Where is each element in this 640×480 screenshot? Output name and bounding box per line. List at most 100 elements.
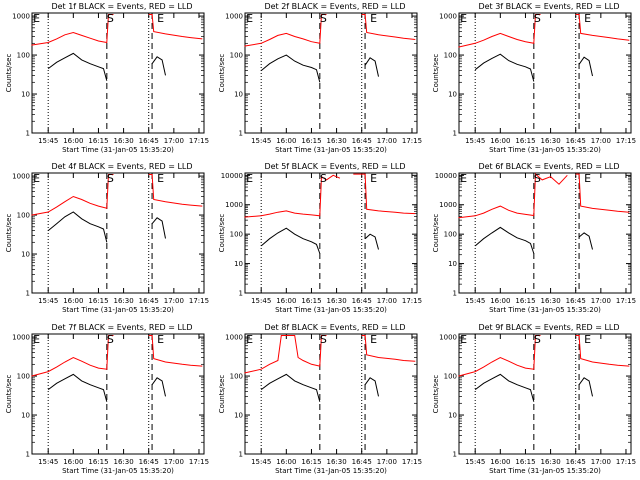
lld-series-line: [31, 174, 114, 216]
y-axis-label: Counts/sec: [432, 214, 440, 253]
y-tick-label: 1: [453, 130, 457, 138]
x-tick-label: 17:15: [402, 458, 422, 466]
plot-frame: [244, 12, 418, 134]
x-tick-label: 16:30: [540, 297, 560, 305]
x-tick-label: 16:30: [326, 297, 346, 305]
plot-frame: [31, 172, 205, 294]
lld-series-line: [31, 335, 114, 377]
y-tick-label: 1: [26, 130, 30, 138]
events-series-line: [260, 54, 321, 83]
segment-marker-label: S: [534, 172, 541, 185]
chart-panel-1: Det 1f BLACK = Events, RED = LLD 1 10 100 10…: [5, 2, 209, 154]
y-tick-label: 10: [21, 91, 30, 99]
lld-series-line: [458, 14, 541, 48]
x-tick-label: 16:00: [63, 297, 83, 305]
x-axis-label: Start Time (31-Jan-05 15:35:20): [489, 467, 601, 475]
y-tick-label: 1: [26, 451, 30, 459]
lld-series-line: [244, 335, 327, 374]
x-tick-label: 16:45: [139, 137, 159, 145]
x-tick-label: 17:15: [189, 137, 209, 145]
segment-marker-label: E: [246, 12, 253, 25]
lld-series-line: [148, 174, 203, 207]
lld-series-line: [575, 14, 630, 41]
chart-panel-8: Det 8f BLACK = Events, RED = LLD 1 10 100 10…: [218, 323, 422, 475]
chart-title: Det 1f BLACK = Events, RED = LLD: [51, 2, 192, 11]
y-tick-label: 10: [234, 412, 243, 420]
events-series-line: [474, 373, 535, 402]
x-axis-label: Start Time (31-Jan-05 15:35:20): [489, 146, 601, 154]
events-series-line: [151, 56, 166, 76]
segment-marker-label: S: [107, 333, 114, 346]
chart-title: Det 4f BLACK = Events, RED = LLD: [51, 162, 192, 171]
x-tick-label: 16:15: [88, 297, 108, 305]
segment-marker-label: E: [460, 333, 467, 346]
x-axis-label: Start Time (31-Jan-05 15:35:20): [489, 306, 601, 314]
segment-marker-label: S: [534, 333, 541, 346]
x-tick-label: 16:30: [326, 137, 346, 145]
y-tick-label: 10: [21, 412, 30, 420]
y-tick-label: 1000: [225, 334, 243, 342]
y-axis-label: Counts/sec: [5, 375, 13, 414]
x-axis-label: Start Time (31-Jan-05 15:35:20): [275, 467, 387, 475]
x-tick-label: 16:00: [276, 297, 296, 305]
events-series-line: [364, 57, 379, 77]
lld-series-line: [353, 173, 416, 215]
x-tick-label: 16:30: [113, 297, 133, 305]
x-tick-label: 17:00: [164, 458, 184, 466]
y-tick-label: 1: [453, 290, 457, 298]
x-tick-label: 16:00: [63, 458, 83, 466]
y-tick-label: 10: [234, 260, 243, 268]
y-tick-label: 10: [448, 91, 457, 99]
lld-series-line: [244, 174, 341, 218]
y-tick-label: 100: [444, 52, 457, 60]
x-tick-label: 17:00: [377, 458, 397, 466]
segment-marker-label: E: [33, 12, 40, 25]
y-tick-label: 10: [448, 412, 457, 420]
x-tick-label: 15:45: [465, 458, 485, 466]
chart-panel-7: Det 7f BLACK = Events, RED = LLD 1 10 100 10…: [5, 323, 209, 475]
lld-series-line: [244, 14, 327, 47]
events-series-line: [47, 211, 108, 243]
segment-marker-label: S: [320, 172, 327, 185]
x-tick-label: 16:30: [113, 458, 133, 466]
segment-marker-label: E: [370, 172, 377, 185]
y-tick-label: 10: [234, 91, 243, 99]
x-tick-label: 17:00: [164, 297, 184, 305]
x-tick-label: 17:15: [616, 137, 636, 145]
x-tick-label: 16:00: [276, 137, 296, 145]
y-axis-label: Counts/sec: [218, 375, 226, 414]
x-tick-label: 16:15: [301, 137, 321, 145]
y-tick-label: 1: [239, 290, 243, 298]
y-tick-label: 1: [239, 451, 243, 459]
y-axis-label: Counts/sec: [218, 54, 226, 93]
lld-series-line: [31, 14, 114, 46]
x-tick-label: 16:30: [113, 137, 133, 145]
x-axis-label: Start Time (31-Jan-05 15:35:20): [275, 146, 387, 154]
x-tick-label: 15:45: [38, 137, 58, 145]
y-tick-label: 1000: [439, 201, 457, 209]
y-tick-label: 100: [444, 231, 457, 239]
x-tick-label: 16:45: [566, 458, 586, 466]
segment-marker-label: E: [370, 333, 377, 346]
x-tick-label: 16:45: [566, 297, 586, 305]
x-tick-label: 15:45: [251, 137, 271, 145]
events-series-line: [474, 226, 535, 254]
chart-title: Det 3f BLACK = Events, RED = LLD: [478, 2, 619, 11]
y-tick-label: 1000: [12, 173, 30, 181]
segment-marker-label: E: [33, 172, 40, 185]
y-tick-label: 1000: [225, 201, 243, 209]
y-tick-label: 1000: [225, 13, 243, 21]
segment-marker-label: E: [157, 12, 164, 25]
segment-marker-label: E: [157, 333, 164, 346]
events-series-line: [364, 233, 379, 250]
plot-frame: [244, 172, 418, 294]
x-axis-label: Start Time (31-Jan-05 15:35:20): [62, 146, 174, 154]
y-tick-label: 100: [17, 212, 30, 220]
events-series-line: [474, 53, 535, 82]
y-tick-label: 1000: [439, 13, 457, 21]
x-tick-label: 16:15: [515, 297, 535, 305]
x-tick-label: 16:00: [490, 297, 510, 305]
y-axis-label: Counts/sec: [5, 214, 13, 253]
y-axis-label: Counts/sec: [5, 54, 13, 93]
